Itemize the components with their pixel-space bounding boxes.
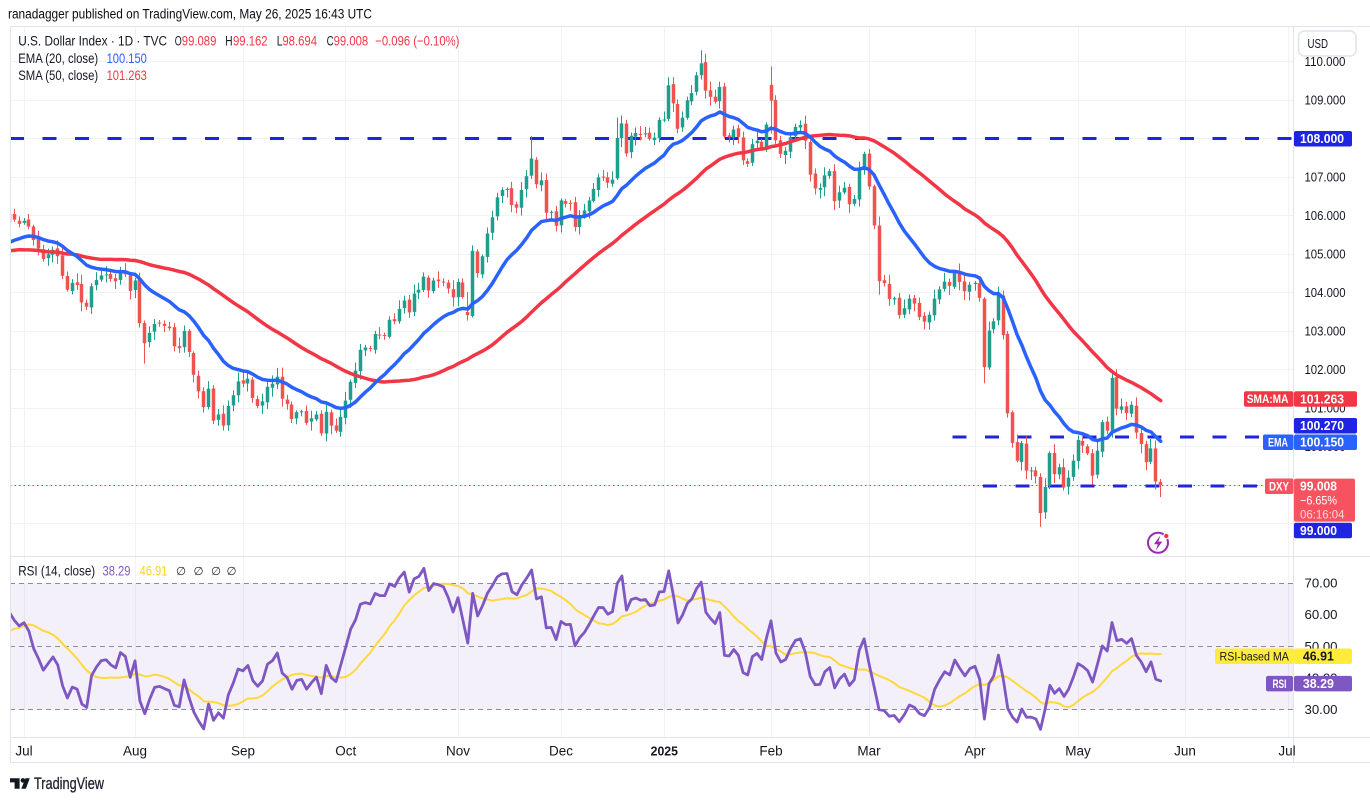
svg-text:102.000: 102.000 (1305, 363, 1346, 377)
svg-text:USD: USD (1308, 37, 1329, 51)
svg-text:30.00: 30.00 (1305, 703, 1338, 717)
svg-text:99.008: 99.008 (334, 34, 369, 49)
svg-text:RSI-based MA: RSI-based MA (1220, 652, 1290, 664)
svg-text:108.000: 108.000 (1300, 132, 1344, 146)
svg-text:Feb: Feb (759, 744, 782, 759)
svg-text:101.263: 101.263 (107, 68, 147, 83)
svg-text:Jul: Jul (1278, 744, 1295, 759)
svg-text:Sep: Sep (231, 744, 255, 759)
svg-text:99.162: 99.162 (233, 34, 268, 49)
svg-text:2025: 2025 (651, 744, 678, 759)
svg-text:L: L (277, 34, 283, 49)
svg-text:EMA: EMA (1268, 436, 1288, 450)
svg-text:60.00: 60.00 (1305, 608, 1338, 622)
svg-text:100.150: 100.150 (1300, 436, 1344, 450)
svg-text:SMA:MA: SMA:MA (1247, 394, 1289, 406)
svg-text:EMA (20, close): EMA (20, close) (18, 51, 98, 66)
svg-text:∅: ∅ (211, 566, 221, 578)
svg-text:46.91: 46.91 (140, 564, 168, 579)
svg-text:100.150: 100.150 (107, 51, 147, 66)
svg-text:38.29: 38.29 (1303, 677, 1334, 691)
svg-text:−6.65%: −6.65% (1300, 494, 1337, 508)
svg-text:38.29: 38.29 (103, 564, 131, 579)
svg-text:Aug: Aug (123, 744, 147, 759)
svg-text:99.000: 99.000 (1300, 524, 1337, 538)
svg-text:Oct: Oct (335, 744, 356, 759)
svg-text:∅: ∅ (194, 566, 204, 578)
svg-text:98.694: 98.694 (282, 34, 317, 49)
svg-text:U.S. Dollar Index · 1D · TVC: U.S. Dollar Index · 1D · TVC (18, 34, 167, 49)
svg-text:107.000: 107.000 (1305, 171, 1346, 185)
svg-text:∅: ∅ (176, 566, 186, 578)
svg-text:SMA (50, close): SMA (50, close) (18, 68, 98, 83)
svg-text:H: H (225, 34, 232, 49)
svg-text:100.270: 100.270 (1300, 419, 1344, 433)
svg-text:TradingView: TradingView (34, 775, 104, 793)
svg-text:106.000: 106.000 (1305, 209, 1346, 223)
svg-text:DXY: DXY (1269, 480, 1289, 494)
svg-text:Mar: Mar (857, 744, 881, 759)
svg-text:109.000: 109.000 (1305, 94, 1346, 108)
svg-text:Dec: Dec (549, 744, 573, 759)
svg-text:06:16:04: 06:16:04 (1300, 508, 1345, 522)
svg-text:C: C (327, 34, 334, 49)
svg-text:RSI (14, close): RSI (14, close) (18, 564, 95, 579)
svg-text:70.00: 70.00 (1305, 577, 1338, 591)
svg-text:−0.096 (−0.10%): −0.096 (−0.10%) (375, 34, 459, 49)
svg-text:103.000: 103.000 (1305, 325, 1346, 339)
svg-text:May: May (1065, 744, 1091, 759)
svg-text:RSI: RSI (1273, 677, 1287, 691)
svg-text:104.000: 104.000 (1305, 286, 1346, 300)
svg-text:Jul: Jul (15, 744, 32, 759)
svg-text:99.008: 99.008 (1300, 480, 1337, 494)
svg-text:O: O (175, 34, 182, 49)
svg-text:110.000: 110.000 (1305, 55, 1346, 69)
svg-text:99.089: 99.089 (182, 34, 217, 49)
svg-text:Apr: Apr (964, 744, 986, 759)
svg-text:101.263: 101.263 (1300, 392, 1344, 406)
svg-text:ranadagger published on Tradin: ranadagger published on TradingView.com,… (8, 7, 372, 22)
svg-text:46.91: 46.91 (1303, 650, 1334, 664)
svg-text:Jun: Jun (1174, 744, 1196, 759)
svg-text:∅: ∅ (227, 566, 237, 578)
svg-text:Nov: Nov (446, 744, 470, 759)
svg-text:105.000: 105.000 (1305, 248, 1346, 262)
